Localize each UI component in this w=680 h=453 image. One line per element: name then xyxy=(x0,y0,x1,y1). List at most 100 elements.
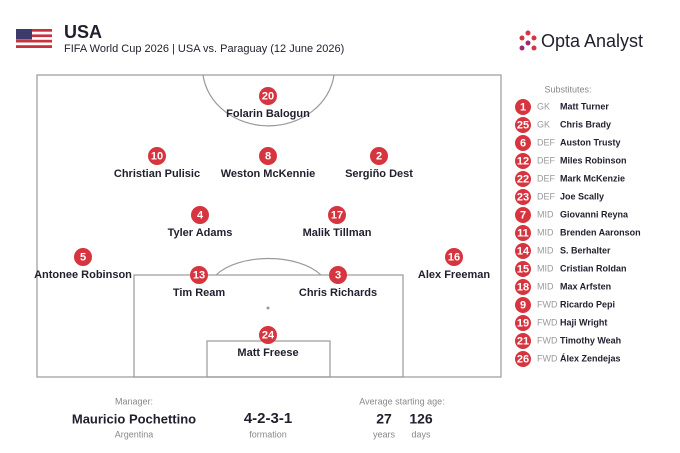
sub-number: 9 xyxy=(520,299,526,311)
sub-badge xyxy=(515,243,531,259)
sub-position: FWD xyxy=(537,299,558,309)
player-badge xyxy=(259,87,277,105)
sub-number: 15 xyxy=(517,263,529,275)
player-name: Sergiño Dest xyxy=(345,168,413,180)
sub-number: 7 xyxy=(520,209,526,221)
sub-position: FWD xyxy=(537,353,558,363)
player-name: Alex Freeman xyxy=(418,269,490,281)
player-name: Malik Tillman xyxy=(303,227,372,239)
sub-badge xyxy=(515,189,531,205)
sub-number: 11 xyxy=(517,227,529,239)
sub-position: DEF xyxy=(537,155,556,165)
sub-number: 1 xyxy=(520,101,526,113)
player-number: 17 xyxy=(331,209,343,221)
player-name: Tyler Adams xyxy=(168,227,233,239)
player-badge xyxy=(259,326,277,344)
age-years: 27 xyxy=(376,411,392,427)
player-number: 10 xyxy=(151,150,163,162)
sub-name: Max Arfsten xyxy=(560,281,611,291)
sub-position: DEF xyxy=(537,173,556,183)
player-badge xyxy=(445,248,463,266)
age-days: 126 xyxy=(409,411,433,427)
sub-badge xyxy=(515,225,531,241)
sub-name: Giovanni Reyna xyxy=(560,209,629,219)
player-badge xyxy=(329,266,347,284)
player-name: Antonee Robinson xyxy=(34,269,132,281)
years-label: years xyxy=(373,429,396,439)
age-label: Average starting age: xyxy=(359,396,444,406)
sub-name: Miles Robinson xyxy=(560,155,627,165)
sub-position: DEF xyxy=(537,137,556,147)
sub-name: Auston Trusty xyxy=(560,137,621,147)
player-badge xyxy=(74,248,92,266)
player-number: 2 xyxy=(376,150,382,162)
sub-position: GK xyxy=(537,101,550,111)
sub-position: FWD xyxy=(537,317,558,327)
days-label: days xyxy=(411,429,431,439)
sub-number: 12 xyxy=(517,155,529,167)
sub-name: Álex Zendejas xyxy=(560,353,621,363)
sub-name: Chris Brady xyxy=(560,119,611,129)
formation-label: formation xyxy=(249,429,287,439)
player-name: Matt Freese xyxy=(237,347,298,359)
sub-name: Brenden Aaronson xyxy=(560,227,641,237)
sub-number: 18 xyxy=(517,281,529,293)
sub-badge xyxy=(515,333,531,349)
formation: 4-2-3-1 xyxy=(244,410,292,427)
sub-badge xyxy=(515,117,531,133)
sub-name: Haji Wright xyxy=(560,317,607,327)
sub-number: 19 xyxy=(517,317,529,329)
player-number: 3 xyxy=(335,269,341,281)
sub-badge xyxy=(515,279,531,295)
player-number: 13 xyxy=(193,269,205,281)
sub-number: 25 xyxy=(517,119,529,131)
sub-position: FWD xyxy=(537,335,558,345)
sub-number: 23 xyxy=(517,191,529,203)
pitch xyxy=(36,74,502,378)
player-number: 4 xyxy=(197,209,204,221)
sub-badge xyxy=(515,99,531,115)
player-name: Folarin Balogun xyxy=(226,108,310,120)
player-badge xyxy=(148,147,166,165)
sub-badge xyxy=(515,351,531,367)
player-badge xyxy=(370,147,388,165)
player-name: Chris Richards xyxy=(299,287,377,299)
manager-label: Manager: xyxy=(115,396,153,406)
player-number: 24 xyxy=(262,329,275,341)
subtitle: FIFA World Cup 2026 | USA vs. Paraguay (… xyxy=(64,43,344,55)
player-badge xyxy=(259,147,277,165)
sub-badge xyxy=(515,315,531,331)
sub-number: 6 xyxy=(520,137,526,149)
player-badge xyxy=(190,266,208,284)
player-name: Christian Pulisic xyxy=(114,168,200,180)
sub-number: 21 xyxy=(517,335,529,347)
player-badge xyxy=(328,206,346,224)
sub-number: 26 xyxy=(517,353,529,365)
sub-position: GK xyxy=(537,119,550,129)
manager-country: Argentina xyxy=(115,429,154,439)
sub-position: MID xyxy=(537,281,554,291)
player-badge xyxy=(191,206,209,224)
sub-position: MID xyxy=(537,245,554,255)
sub-name: Ricardo Pepi xyxy=(560,299,615,309)
sub-badge xyxy=(515,171,531,187)
team-title: USA xyxy=(64,22,102,42)
sub-name: Mark McKenzie xyxy=(560,173,625,183)
sub-name: Cristian Roldan xyxy=(560,263,627,273)
sub-badge xyxy=(515,297,531,313)
sub-badge xyxy=(515,207,531,223)
brand: Opta Analyst xyxy=(541,31,643,51)
sub-badge xyxy=(515,153,531,169)
sub-position: MID xyxy=(537,263,554,273)
sub-name: Matt Turner xyxy=(560,101,609,111)
manager: Mauricio Pochettino xyxy=(72,411,196,426)
sub-name: Joe Scally xyxy=(560,191,604,201)
player-number: 8 xyxy=(265,150,271,162)
player-number: 5 xyxy=(80,251,86,263)
sub-badge xyxy=(515,135,531,151)
sub-number: 22 xyxy=(517,173,529,185)
sub-badge xyxy=(515,261,531,277)
flag xyxy=(16,29,52,48)
substitutes-title: Substitutes: xyxy=(544,84,591,94)
sub-name: S. Berhalter xyxy=(560,245,611,255)
